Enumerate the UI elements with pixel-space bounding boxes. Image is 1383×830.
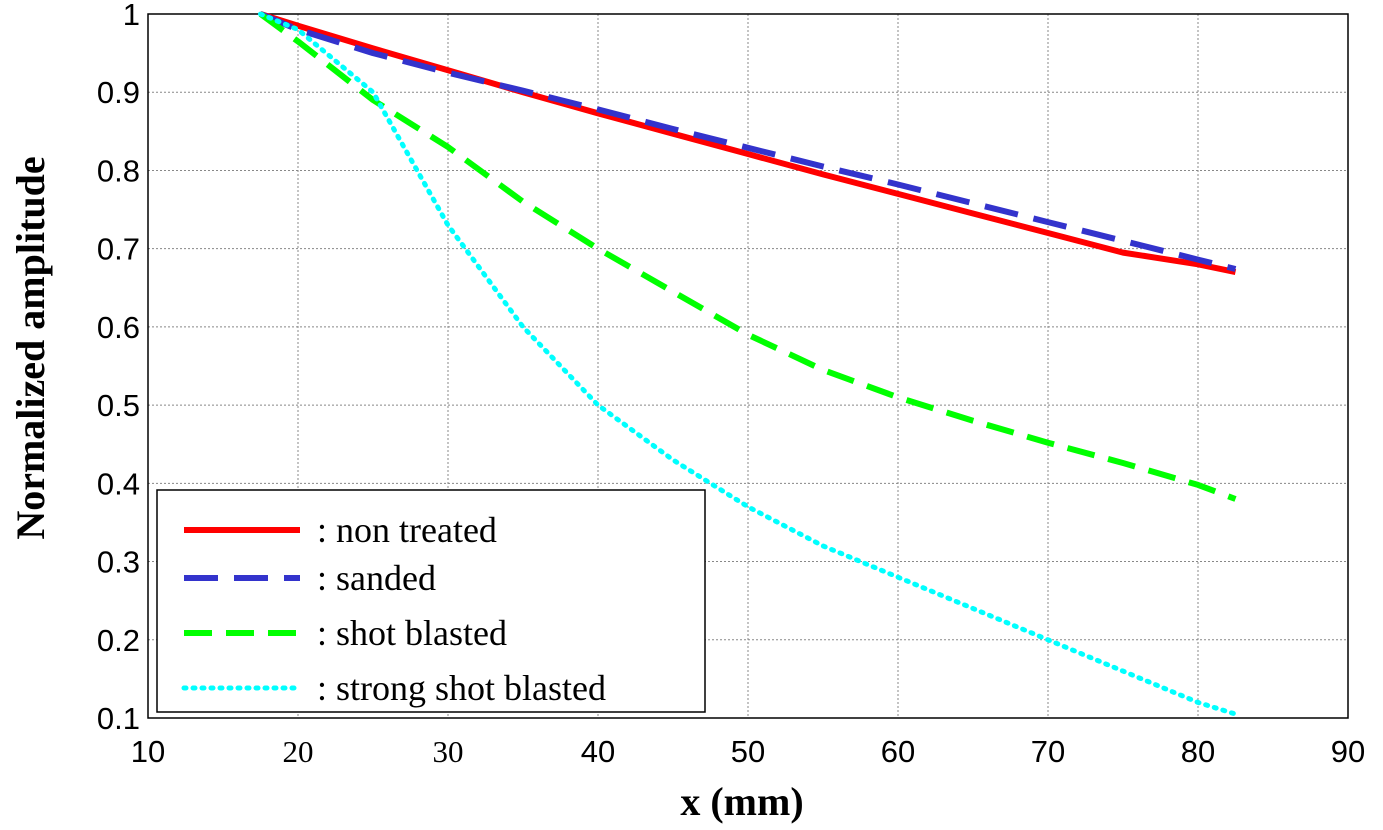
- y-tick-label: 0.2: [97, 623, 140, 658]
- x-tick-label: 90: [1331, 734, 1365, 769]
- y-tick-label: 0.5: [97, 388, 140, 423]
- y-tick-label: 0.6: [97, 310, 140, 345]
- x-tick-label: 80: [1181, 734, 1215, 769]
- series-line-non-treated: [259, 11, 1237, 276]
- x-axis-ticks: 10 20 30 40 50 60 70 80 90: [131, 734, 1365, 769]
- plot-frame: [147, 13, 1349, 719]
- x-tick-label: 60: [881, 734, 915, 769]
- series-line-shot-blasted: [258, 11, 1237, 502]
- x-tick-label: 70: [1031, 734, 1065, 769]
- x-tick-label: 10: [131, 734, 165, 769]
- series-line-strong-shot-blasted: [258, 11, 1238, 717]
- legend-label-sanded: : sanded: [317, 558, 436, 598]
- legend-label-non-treated: : non treated: [317, 510, 497, 550]
- y-tick-label: 0.1: [97, 701, 140, 736]
- y-tick-label: 0.3: [97, 545, 140, 580]
- y-tick-label: 0.4: [97, 466, 140, 501]
- grid-lines: [148, 14, 1348, 718]
- x-axis-title: x (mm): [680, 779, 803, 824]
- x-tick-label: 50: [731, 734, 765, 769]
- legend-label-shot-blasted: : shot blasted: [317, 613, 507, 653]
- y-tick-label: 0.7: [97, 232, 140, 267]
- legend-label-strong-shot-blasted: : strong shot blasted: [317, 668, 606, 708]
- legend: : non treated : sanded : shot blasted : str…: [156, 489, 706, 713]
- y-tick-label: 0.9: [97, 75, 140, 110]
- series-lines: [258, 11, 1238, 717]
- x-tick-label: 20: [283, 734, 314, 769]
- x-tick-label: 40: [581, 734, 615, 769]
- series-line-sanded: [259, 11, 1237, 272]
- y-tick-label: 1: [123, 0, 140, 32]
- y-tick-label: 0.8: [97, 153, 140, 188]
- y-axis-title: Normalized amplitude: [8, 156, 53, 539]
- y-axis-ticks: 0.1 0.2 0.3 0.4 0.5 0.6 0.7 0.8 0.9 1: [97, 0, 140, 736]
- x-tick-label: 30: [433, 734, 464, 769]
